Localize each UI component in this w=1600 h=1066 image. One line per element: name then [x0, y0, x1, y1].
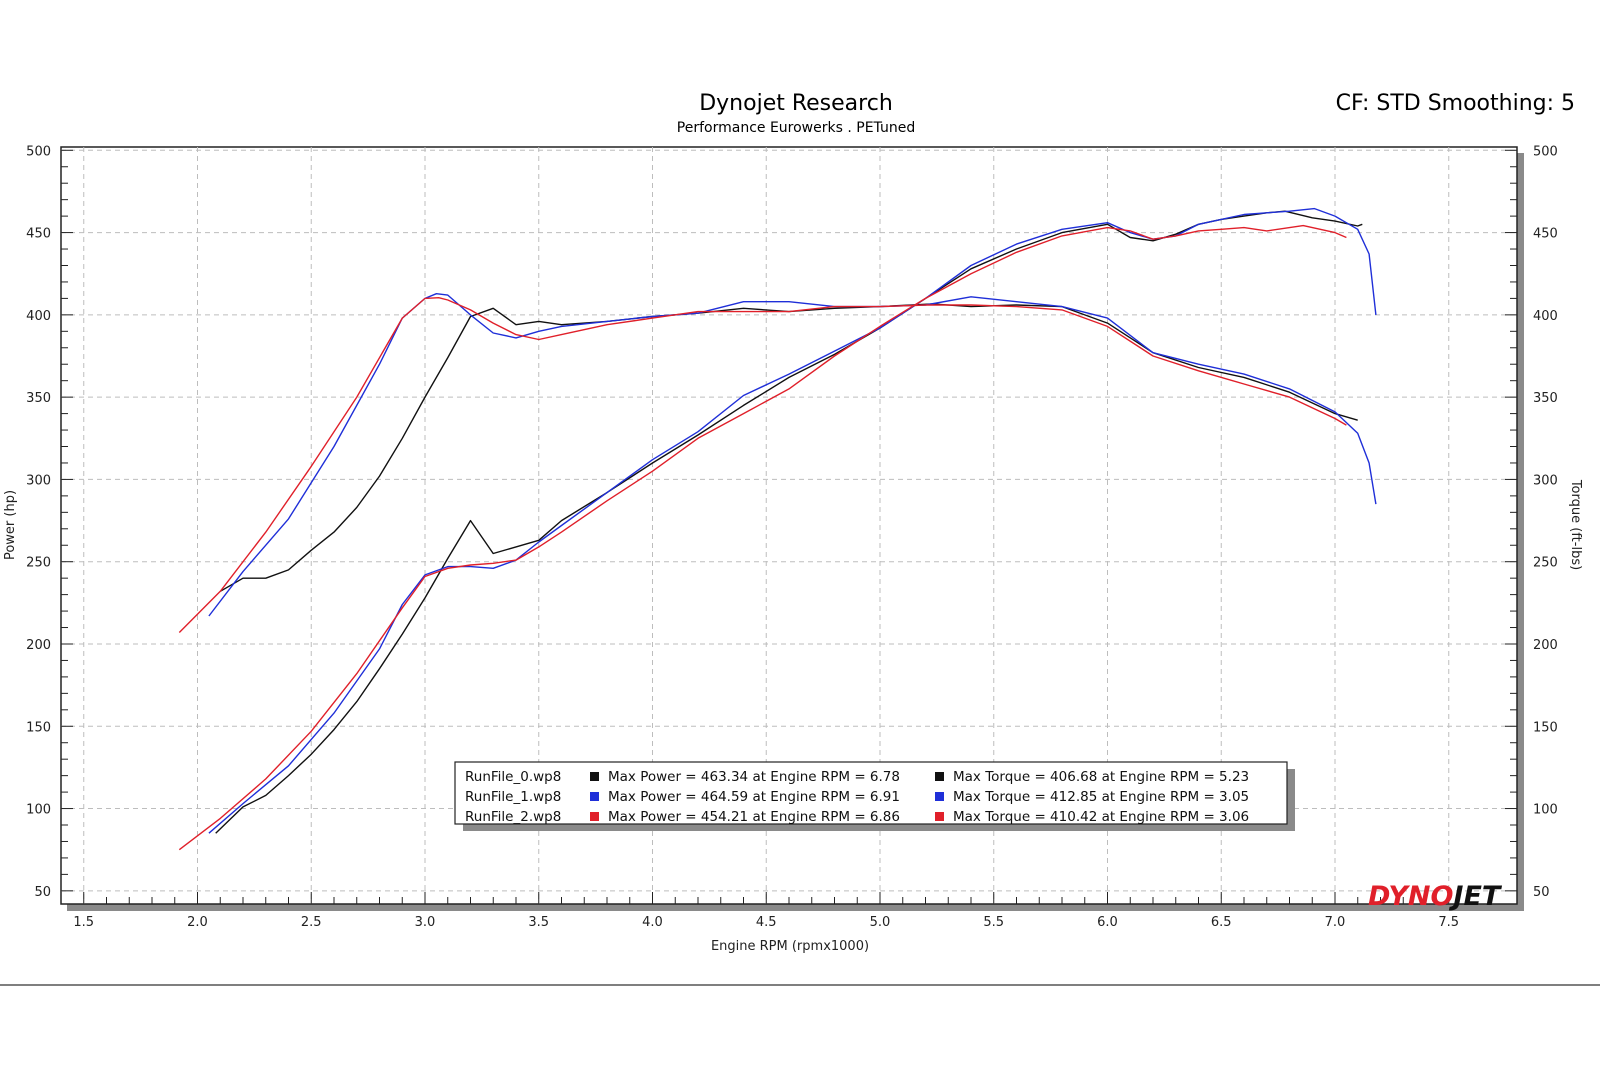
series-lines	[178, 207, 1377, 851]
y2-tick-label: 500	[1533, 144, 1558, 159]
legend-max-power: Max Power = 463.34 at Engine RPM = 6.78	[608, 769, 900, 785]
axis-ticks: 1.5 2.0 2.5 3.0 3.5 4.0 4.5 5.0 5.5 6.0 6.5 7.0 7.5 5…	[26, 144, 1558, 930]
legend-swatch	[935, 792, 944, 801]
y2-axis-label: Torque (ft-lbs)	[1568, 479, 1583, 570]
y-tick-label: 450	[26, 227, 51, 242]
x-tick-label: 6.5	[1211, 915, 1232, 930]
x-tick-label: 7.5	[1438, 915, 1459, 930]
y2-tick-label: 350	[1533, 391, 1558, 406]
y2-tick-label: 50	[1533, 885, 1550, 900]
chart-title: Dynojet Research	[699, 91, 893, 116]
x-tick-label: 2.0	[187, 915, 208, 930]
x-tick-label: 5.0	[870, 915, 891, 930]
y-tick-label: 400	[26, 309, 51, 324]
y2-tick-label: 100	[1533, 803, 1558, 818]
x-tick-label: 4.5	[756, 915, 777, 930]
y-tick-label: 150	[26, 720, 51, 735]
cf-smoothing-label: CF: STD Smoothing: 5	[1336, 91, 1575, 116]
y-tick-label: 250	[26, 556, 51, 571]
legend-swatch	[590, 792, 599, 801]
legend-max-power: Max Power = 464.59 at Engine RPM = 6.91	[608, 789, 900, 805]
y-axis-label: Power (hp)	[3, 490, 18, 560]
series-runfile-2-wp8-power	[178, 224, 1347, 851]
legend-swatch	[590, 772, 599, 781]
legend-max-torque: Max Torque = 406.68 at Engine RPM = 5.23	[953, 769, 1249, 785]
series-runfile-0-wp8-power	[215, 210, 1363, 834]
legend-max-torque: Max Torque = 410.42 at Engine RPM = 3.06	[953, 809, 1249, 825]
x-tick-label: 3.0	[415, 915, 436, 930]
series-runfile-2-wp8-torque	[178, 297, 1347, 633]
logo-text-jet: JET	[1448, 881, 1502, 912]
x-tick-label: 7.0	[1325, 915, 1346, 930]
x-tick-label: 4.0	[642, 915, 663, 930]
logo-text-dyno: DYNO	[1368, 881, 1453, 912]
y2-tick-label: 250	[1533, 556, 1558, 571]
dynojet-logo: DYNOJET	[1368, 881, 1503, 912]
legend-swatch	[935, 772, 944, 781]
legend-swatch	[590, 812, 599, 821]
y-tick-label: 200	[26, 638, 51, 653]
y2-tick-label: 200	[1533, 638, 1558, 653]
y2-tick-label: 400	[1533, 309, 1558, 324]
y-tick-label: 300	[26, 473, 51, 488]
legend-file: RunFile_2.wp8	[465, 809, 561, 825]
legend-file: RunFile_1.wp8	[465, 789, 561, 805]
x-tick-label: 3.5	[528, 915, 549, 930]
x-tick-label: 1.5	[73, 915, 94, 930]
y-tick-label: 100	[26, 803, 51, 818]
x-tick-label: 5.5	[983, 915, 1004, 930]
y2-tick-label: 150	[1533, 720, 1558, 735]
x-tick-label: 6.0	[1097, 915, 1118, 930]
y-tick-label: 50	[34, 885, 51, 900]
y2-tick-label: 300	[1533, 473, 1558, 488]
legend-max-torque: Max Torque = 412.85 at Engine RPM = 3.05	[953, 789, 1249, 805]
y2-tick-label: 450	[1533, 227, 1558, 242]
legend-rows: RunFile_0.wp8 Max Power = 463.34 at Engin…	[465, 769, 1249, 825]
series-runfile-1-wp8-power	[208, 207, 1377, 834]
x-tick-label: 2.5	[301, 915, 322, 930]
x-axis-label: Engine RPM (rpmx1000)	[711, 939, 869, 954]
legend-max-power: Max Power = 454.21 at Engine RPM = 6.86	[608, 809, 900, 825]
y-tick-label: 500	[26, 144, 51, 159]
y-tick-label: 350	[26, 391, 51, 406]
legend-swatch	[935, 812, 944, 821]
chart-subtitle: Performance Eurowerks . PETuned	[677, 120, 915, 136]
legend-file: RunFile_0.wp8	[465, 769, 561, 785]
